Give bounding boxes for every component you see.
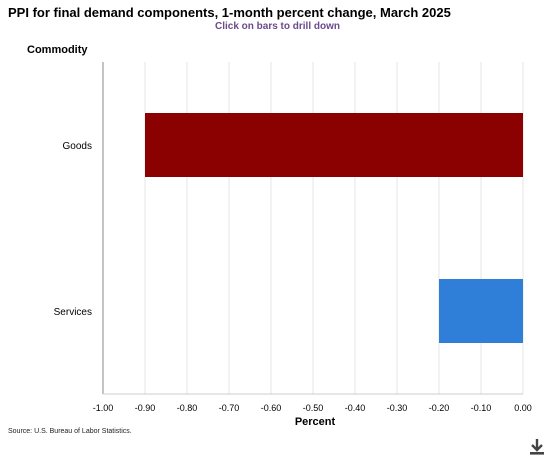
x-tick-label: -1.00 — [93, 403, 114, 413]
x-tick-label: 0.00 — [514, 403, 532, 413]
download-icon[interactable] — [526, 436, 548, 458]
x-tick-label: -0.80 — [177, 403, 198, 413]
source-note: Source: U.S. Bureau of Labor Statistics. — [8, 428, 132, 435]
x-tick-label: -0.50 — [303, 403, 324, 413]
category-label-goods: Goods — [63, 141, 92, 152]
x-tick-label: -0.70 — [219, 403, 240, 413]
bar-goods[interactable] — [145, 113, 523, 177]
x-tick-label: -0.10 — [471, 403, 492, 413]
x-tick-label: -0.60 — [261, 403, 282, 413]
x-tick-label: -0.40 — [345, 403, 366, 413]
x-axis-title: Percent — [295, 416, 336, 428]
x-tick-label: -0.30 — [387, 403, 408, 413]
chart-title: PPI for final demand components, 1-month… — [8, 5, 451, 20]
x-tick-label: -0.90 — [135, 403, 156, 413]
bar-services[interactable] — [439, 279, 523, 343]
category-axis-title: Commodity — [27, 44, 88, 56]
chart-subtitle: Click on bars to drill down — [214, 21, 340, 32]
x-tick-label: -0.20 — [429, 403, 450, 413]
category-label-services: Services — [54, 307, 92, 318]
